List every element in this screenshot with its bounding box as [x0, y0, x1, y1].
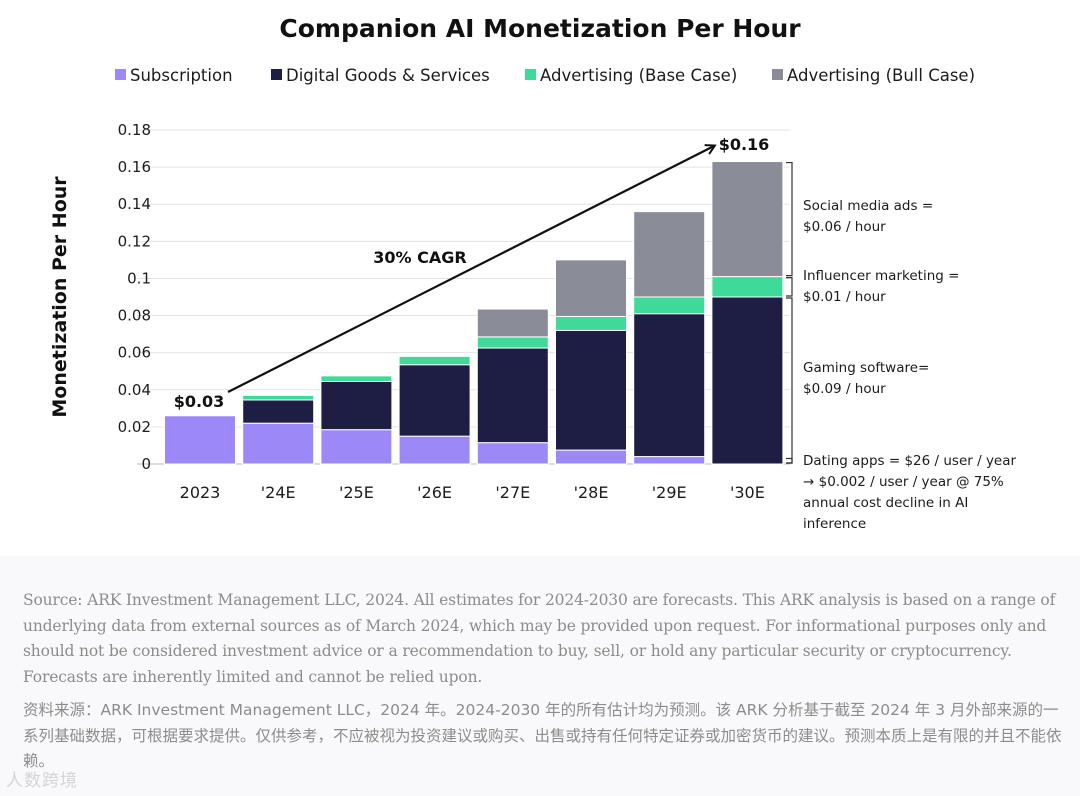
- watermark: 人数跨境: [6, 771, 78, 791]
- bar-segment-4-2: [476, 336, 549, 349]
- y-tick-8: 0.16: [118, 158, 151, 176]
- x-tick-2: '25E: [339, 483, 374, 502]
- bar-segment-1-0: [242, 422, 315, 465]
- bar-segment-2-0: [320, 429, 393, 465]
- cagr-label: 30% CAGR: [373, 248, 466, 267]
- bar-segment-6-1: [633, 313, 706, 458]
- x-tick-3: '26E: [417, 483, 452, 502]
- y-tick-labels: 0 0.02 0.04 0.06 0.08 0.1 0.12 0.14 0.16 0.18: [118, 121, 151, 473]
- start-value-label: $0.03: [174, 392, 225, 411]
- bracket-1: [786, 276, 793, 297]
- bar-segment-6-3: [633, 211, 706, 298]
- bar-segment-1-1: [242, 399, 315, 424]
- end-value-label: $0.16: [719, 135, 770, 154]
- source-text-english: Source: ARK Investment Management LLC, 2…: [23, 591, 1056, 686]
- bar-segment-7-1: [711, 296, 784, 465]
- x-tick-6: '29E: [652, 483, 687, 502]
- source-block: Source: ARK Investment Management LLC, 2…: [23, 588, 1063, 775]
- x-tick-labels: 2023 '24E '25E '26E '27E '28E '29E '30E: [180, 483, 765, 502]
- bar-segment-0-0: [164, 415, 236, 465]
- source-text-chinese: 资料来源：ARK Investment Management LLC，2024 …: [23, 701, 1062, 770]
- legend-label-1: Digital Goods & Services: [286, 66, 490, 85]
- bar-segment-7-3: [711, 161, 784, 278]
- note-3-line-3: inference: [803, 516, 866, 532]
- bar-segment-5-1: [555, 329, 627, 451]
- bar-segment-4-3: [476, 308, 549, 338]
- y-tick-9: 0.18: [118, 121, 151, 139]
- bar-segment-5-2: [555, 315, 627, 331]
- y-tick-0: 0: [141, 455, 151, 473]
- note-3-line-0: Dating apps = $26 / user / year: [803, 453, 1017, 469]
- note-2-line-0: Gaming software=: [803, 360, 929, 376]
- y-tick-6: 0.12: [118, 232, 151, 250]
- trend-annotation: $0.03 $0.16 30% CAGR: [174, 135, 770, 411]
- y-tick-3: 0.06: [118, 344, 151, 362]
- x-tick-4: '27E: [495, 483, 530, 502]
- note-0-line-0: Social media ads =: [803, 198, 933, 214]
- legend-swatch-2: [525, 69, 536, 80]
- legend-swatch-1: [271, 69, 282, 80]
- x-tick-7: '30E: [730, 483, 765, 502]
- bracket-3: [786, 457, 793, 464]
- note-3-line-2: annual cost decline in AI: [803, 495, 968, 511]
- bar-segment-3-0: [398, 435, 471, 465]
- right-annotations: Social media ads = $0.06 / hour Influencer…: [786, 161, 1017, 532]
- note-3-line-1: → $0.002 / user / year @ 75%: [803, 474, 1004, 490]
- bar-segment-6-2: [633, 296, 706, 315]
- legend-swatch-0: [115, 69, 126, 80]
- bar-segment-3-2: [398, 355, 471, 366]
- x-tick-5: '28E: [574, 483, 609, 502]
- chart-card: Companion AI Monetization Per Hour Subsc…: [49, 14, 1017, 532]
- legend: Subscription Digital Goods & Services Adve…: [115, 66, 975, 85]
- x-tick-0: 2023: [180, 483, 221, 502]
- bar-segment-6-0: [633, 456, 706, 465]
- bracket-0: [786, 161, 793, 277]
- legend-label-3: Advertising (Bull Case): [787, 66, 975, 85]
- bars: [164, 161, 784, 465]
- bar-segment-3-1: [398, 364, 471, 437]
- note-1-line-1: $0.01 / hour: [803, 289, 886, 305]
- note-1-line-0: Influencer marketing =: [803, 268, 959, 284]
- x-tick-1: '24E: [261, 483, 296, 502]
- bar-segment-2-1: [320, 380, 393, 431]
- bar-segment-4-0: [476, 442, 549, 465]
- y-tick-7: 0.14: [118, 195, 151, 213]
- y-tick-5: 0.1: [127, 269, 151, 287]
- bar-segment-4-1: [476, 347, 549, 444]
- legend-label-2: Advertising (Base Case): [540, 66, 737, 85]
- bracket-2: [786, 297, 793, 464]
- chart-title: Companion AI Monetization Per Hour: [279, 14, 801, 43]
- bar-segment-7-2: [711, 276, 784, 298]
- bar-segment-2-2: [320, 375, 393, 382]
- bar-segment-1-2: [242, 394, 315, 401]
- chart-svg: Companion AI Monetization Per Hour Subsc…: [49, 14, 1017, 532]
- y-tick-2: 0.04: [118, 381, 151, 399]
- bar-segment-5-0: [555, 449, 627, 465]
- note-2-line-1: $0.09 / hour: [803, 381, 886, 397]
- y-axis-label: Monetization Per Hour: [49, 176, 71, 418]
- bar-segment-5-3: [555, 259, 627, 317]
- note-0-line-1: $0.06 / hour: [803, 219, 886, 235]
- y-tick-4: 0.08: [118, 307, 151, 325]
- y-tick-1: 0.02: [118, 418, 151, 436]
- cagr-arrow: [227, 146, 714, 393]
- legend-label-0: Subscription: [130, 66, 233, 85]
- legend-swatch-3: [772, 69, 783, 80]
